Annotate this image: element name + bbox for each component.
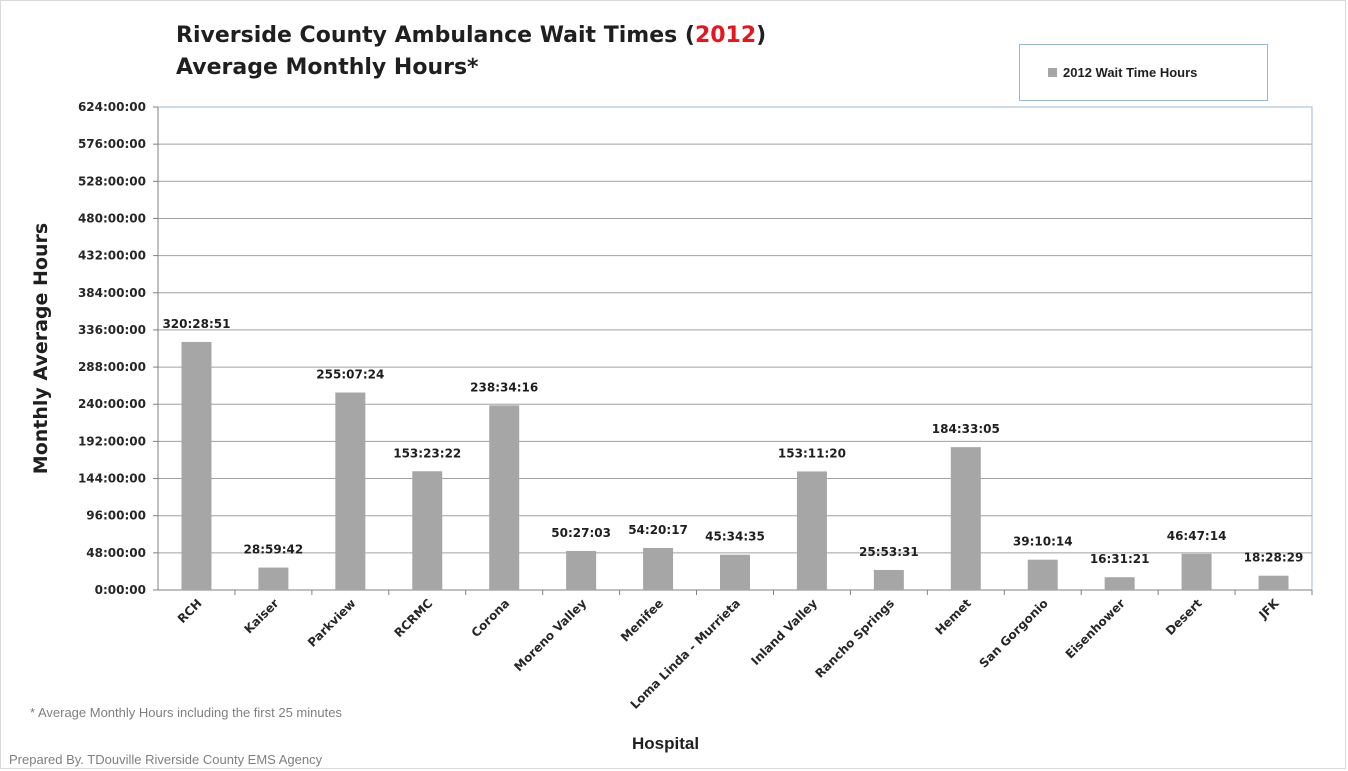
data-label: 54:20:17 (628, 523, 688, 537)
prepared-by: Prepared By. TDouville Riverside County … (9, 752, 323, 767)
x-tick-label: Hemet (933, 596, 975, 638)
y-tick-label: 528:00:00 (78, 174, 146, 188)
y-tick-label: 480:00:00 (78, 211, 146, 225)
data-label: 16:31:21 (1090, 552, 1150, 566)
legend-label: 2012 Wait Time Hours (1063, 65, 1198, 80)
bar (950, 447, 981, 590)
legend-swatch (1048, 68, 1057, 77)
x-tick-label: Menifee (618, 596, 666, 644)
x-tick-label: San Gorgonio (976, 596, 1050, 670)
y-tick-label: 432:00:00 (78, 249, 146, 263)
data-label: 25:53:31 (859, 545, 919, 559)
data-label: 45:34:35 (705, 530, 765, 544)
x-tick-label: Rancho Springs (812, 596, 896, 680)
title-prefix: Riverside County Ambulance Wait Times ( (176, 23, 695, 48)
x-tick-label: Kaiser (241, 596, 281, 636)
data-label: 255:07:24 (316, 368, 384, 382)
bar (412, 471, 443, 590)
data-label: 320:28:51 (162, 317, 230, 331)
bar (1027, 559, 1058, 590)
y-tick-label: 288:00:00 (78, 360, 146, 374)
x-axis-title: Hospital (632, 734, 700, 753)
bar (566, 550, 597, 590)
data-label: 46:47:14 (1167, 529, 1227, 543)
data-label: 184:33:05 (932, 422, 1000, 436)
title-suffix: ) (756, 23, 767, 48)
y-tick-label: 48:00:00 (86, 546, 146, 560)
y-tick-label: 336:00:00 (78, 323, 146, 337)
data-label: 28:59:42 (244, 543, 304, 557)
bar (1181, 553, 1212, 590)
data-label: 39:10:14 (1013, 535, 1073, 549)
x-tick-label: Corona (469, 596, 513, 640)
y-tick-label: 576:00:00 (78, 137, 146, 151)
y-tick-label: 0:00:00 (95, 583, 146, 597)
x-tick-label: RCH (175, 596, 205, 626)
bar (489, 405, 520, 590)
y-tick-label: 624:00:00 (78, 100, 146, 114)
data-label: 153:11:20 (778, 446, 846, 460)
x-tick-label: Moreno Valley (511, 596, 589, 674)
y-tick-label: 96:00:00 (86, 509, 146, 523)
data-label: 50:27:03 (551, 526, 611, 540)
bar (873, 569, 904, 590)
bar (1258, 575, 1289, 590)
y-axis-title: Monthly Average Hours (30, 223, 52, 474)
title-year: 2012 (694, 23, 757, 48)
x-tick-label: JFK (1256, 596, 1283, 623)
x-tick-label: RCRMC (392, 596, 436, 640)
chart-title: Riverside County Ambulance Wait Times (2… (176, 20, 766, 84)
x-tick-label: Desert (1163, 596, 1205, 638)
bar (643, 547, 674, 590)
footnote: * Average Monthly Hours including the fi… (30, 705, 342, 720)
legend: 2012 Wait Time Hours (1019, 44, 1268, 101)
data-label: 238:34:16 (470, 380, 538, 394)
y-tick-label: 240:00:00 (78, 397, 146, 411)
x-tick-label: Eisenhower (1063, 596, 1128, 661)
chart-title-line1: Riverside County Ambulance Wait Times (2… (176, 20, 766, 52)
data-label: 153:23:22 (393, 446, 461, 460)
x-tick-label: Parkview (305, 596, 358, 649)
bar (720, 554, 750, 590)
plot-area (157, 106, 1313, 591)
bar (258, 567, 289, 590)
data-label: 18:28:29 (1244, 551, 1304, 565)
x-tick-label: Inland Valley (748, 596, 820, 668)
bar (335, 392, 366, 590)
bar (1104, 577, 1135, 590)
bar (181, 341, 212, 590)
bar (796, 471, 827, 590)
y-tick-label: 144:00:00 (78, 472, 146, 486)
y-tick-label: 384:00:00 (78, 286, 146, 300)
chart-title-line2: Average Monthly Hours* (176, 55, 479, 80)
y-tick-label: 192:00:00 (78, 434, 146, 448)
